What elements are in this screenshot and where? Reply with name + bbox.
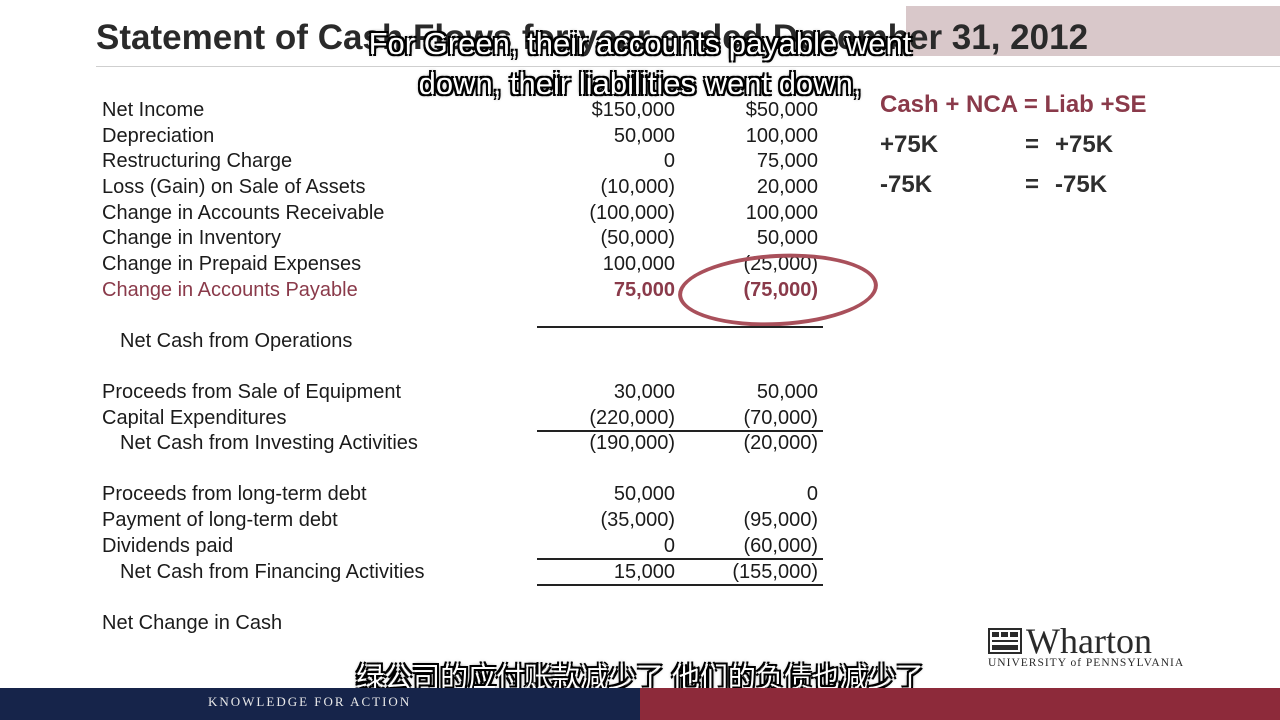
row-net-operations: Net Cash from Operations — [0, 328, 1280, 354]
row-label: Proceeds from long-term debt — [102, 483, 367, 505]
operations-total-rule — [537, 326, 823, 328]
value-col1: 0 — [663, 535, 675, 557]
row-label: Proceeds from Sale of Equipment — [102, 381, 402, 403]
equation-row2-right: -75K — [1055, 171, 1108, 198]
row-label: Change in Accounts Receivable — [102, 202, 385, 224]
footer-bar-left — [0, 688, 640, 720]
row-label: Net Cash from Investing Activities — [120, 432, 418, 454]
row-net-financing: Net Cash from Financing Activities 15,00… — [0, 559, 1280, 585]
footer-bar-right — [640, 688, 1280, 720]
value-col2: (95,000) — [743, 509, 819, 531]
value-col2: (70,000) — [743, 407, 819, 429]
row-proceeds-debt: Proceeds from long-term debt 50,000 0 — [0, 481, 1280, 507]
value-col1: 75,000 — [613, 279, 675, 301]
shield-icon — [988, 628, 1022, 654]
equation-row2-equals: = — [1025, 171, 1040, 198]
value-col1: (190,000) — [589, 432, 675, 454]
value-col2: 100,000 — [745, 125, 818, 147]
value-col1: (220,000) — [589, 407, 675, 429]
row-label: Change in Accounts Payable — [102, 279, 358, 301]
row-capex: Capital Expenditures (220,000) (70,000) — [0, 405, 1280, 431]
footer-tagline: KNOWLEDGE FOR ACTION — [208, 694, 412, 709]
row-label: Net Cash from Financing Activities — [120, 561, 425, 583]
row-label: Net Change in Cash — [102, 612, 283, 634]
value-col1: 30,000 — [613, 381, 675, 403]
row-label: Change in Prepaid Expenses — [102, 253, 362, 275]
value-col2: 100,000 — [745, 202, 818, 224]
row-dividends: Dividends paid 0 (60,000) — [0, 533, 1280, 559]
row-payment-debt: Payment of long-term debt (35,000) (95,0… — [0, 507, 1280, 533]
logo-subtitle: UNIVERSITY of PENNSYLVANIA — [988, 657, 1185, 669]
value-col2: $50,000 — [745, 99, 818, 121]
equation-row2-left: -75K — [880, 171, 933, 198]
row-label: Depreciation — [102, 125, 215, 147]
financing-bottom-rule — [537, 584, 823, 586]
header-accent-block — [906, 6, 1280, 56]
value-col1: 15,000 — [613, 561, 675, 583]
value-col2: 50,000 — [756, 381, 818, 403]
equation-row1-left: +75K — [880, 131, 939, 158]
row-loss-gain: Loss (Gain) on Sale of Assets (10,000) 2… — [0, 174, 1280, 200]
row-net-investing: Net Cash from Investing Activities (190,… — [0, 430, 1280, 456]
value-col2: 50,000 — [756, 227, 818, 249]
value-col2: (25,000) — [743, 253, 819, 275]
subtitle-english-line1: For Green, their accounts payable went — [368, 26, 912, 61]
investing-total-rule — [537, 430, 823, 432]
value-col1: 50,000 — [613, 483, 675, 505]
value-col1: (10,000) — [600, 176, 676, 198]
value-col2: (75,000) — [743, 279, 819, 301]
row-label: Net Income — [102, 99, 205, 121]
value-col2: (155,000) — [732, 561, 818, 583]
row-label: Change in Inventory — [102, 227, 282, 249]
financing-total-rule — [537, 558, 823, 560]
wharton-logo: Wharton UNIVERSITY of PENNSYLVANIA — [988, 621, 1193, 672]
row-label: Dividends paid — [102, 535, 234, 557]
row-inventory: Change in Inventory (50,000) 50,000 — [0, 225, 1280, 251]
value-col1: (100,000) — [589, 202, 675, 224]
value-col2: (60,000) — [743, 535, 819, 557]
row-label: Loss (Gain) on Sale of Assets — [102, 176, 366, 198]
value-col2: (20,000) — [743, 432, 819, 454]
row-label: Capital Expenditures — [102, 407, 287, 429]
subtitle-english-line2: down, their liabilities went down, — [418, 66, 862, 101]
value-col1: 50,000 — [613, 125, 675, 147]
value-col2: 20,000 — [756, 176, 818, 198]
row-prepaid: Change in Prepaid Expenses 100,000 (25,0… — [0, 251, 1280, 277]
title-divider — [96, 66, 1280, 67]
subtitle-chinese: 绿公司的应付账款减少了 他们的负债也减少了 — [356, 662, 924, 693]
value-col1: (50,000) — [600, 227, 676, 249]
value-col1: 0 — [663, 150, 675, 172]
row-net-change-cash: Net Change in Cash — [0, 610, 1280, 636]
row-label: Restructuring Charge — [102, 150, 293, 172]
logo-wordmark: Wharton — [1026, 621, 1152, 661]
value-col1: $150,000 — [591, 99, 675, 121]
value-col1: 100,000 — [602, 253, 675, 275]
row-net-income: Net Income $150,000 $50,000 — [0, 97, 1280, 123]
row-depreciation: Depreciation 50,000 100,000 — [0, 123, 1280, 149]
row-label: Net Cash from Operations — [120, 330, 353, 352]
value-col2: 75,000 — [756, 150, 818, 172]
equation-row1-equals: = — [1025, 131, 1040, 158]
slide-title: Statement of Cash Flows for year ended D… — [96, 18, 1089, 57]
row-label: Payment of long-term debt — [102, 509, 338, 531]
row-accounts-payable: Change in Accounts Payable 75,000 (75,00… — [0, 277, 1280, 303]
row-restructuring: Restructuring Charge 0 75,000 — [0, 148, 1280, 174]
value-col1: (35,000) — [600, 509, 676, 531]
row-accounts-receivable: Change in Accounts Receivable (100,000) … — [0, 200, 1280, 226]
row-proceeds-equipment: Proceeds from Sale of Equipment 30,000 5… — [0, 379, 1280, 405]
equation-header: Cash + NCA = Liab +SE — [880, 91, 1147, 118]
equation-row1-right: +75K — [1055, 131, 1114, 158]
value-col2: 0 — [806, 483, 818, 505]
